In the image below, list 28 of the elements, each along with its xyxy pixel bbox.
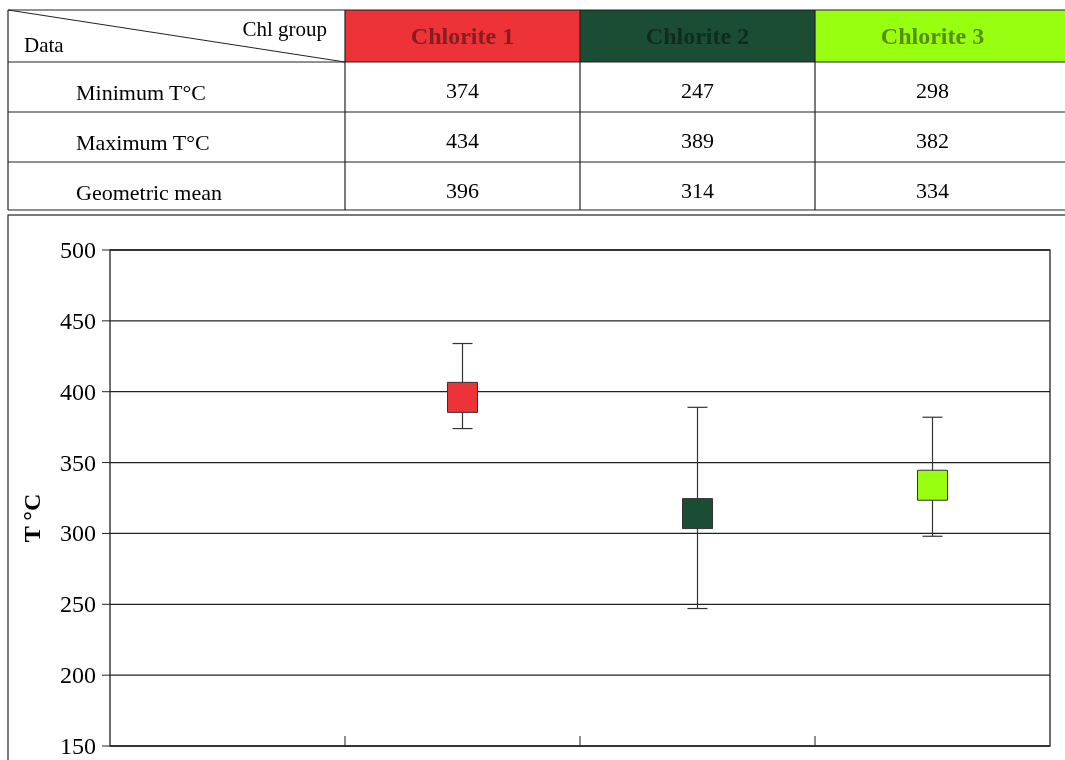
point xyxy=(917,469,948,501)
data-label: 434 xyxy=(446,128,479,153)
y-axis-title: T °C xyxy=(19,493,45,543)
y-tick-label: 250 xyxy=(60,591,96,618)
y-tick-label: 150 xyxy=(60,733,96,759)
x-tick-label: Chlorite 1 xyxy=(410,23,515,49)
y-tick-label: 300 xyxy=(60,520,96,547)
data-label: 374 xyxy=(446,78,479,103)
y-tick-label: Geometric mean xyxy=(76,180,222,205)
data-label: 396 xyxy=(446,178,479,203)
data-label: 334 xyxy=(916,178,949,203)
point xyxy=(682,498,713,530)
y-tick-label: 350 xyxy=(60,449,96,476)
y-tick-label: 500 xyxy=(60,237,96,263)
y-tick-label: 400 xyxy=(60,378,96,405)
y-tick-label: 450 xyxy=(60,307,96,334)
data-label: 314 xyxy=(681,178,714,203)
y-tick-label: Minimum T°C xyxy=(76,80,207,105)
y-tick-label: 200 xyxy=(60,662,96,689)
text: Chl group xyxy=(242,17,327,41)
data-label: 247 xyxy=(681,78,714,103)
data-label: 382 xyxy=(916,128,949,153)
y-tick-label: Maximum T°C xyxy=(76,130,210,155)
x-tick-label: Chlorite 3 xyxy=(880,23,985,49)
point xyxy=(447,381,478,413)
text: Data xyxy=(24,33,65,57)
data-label: 389 xyxy=(681,128,714,153)
data-label: 298 xyxy=(916,78,949,103)
